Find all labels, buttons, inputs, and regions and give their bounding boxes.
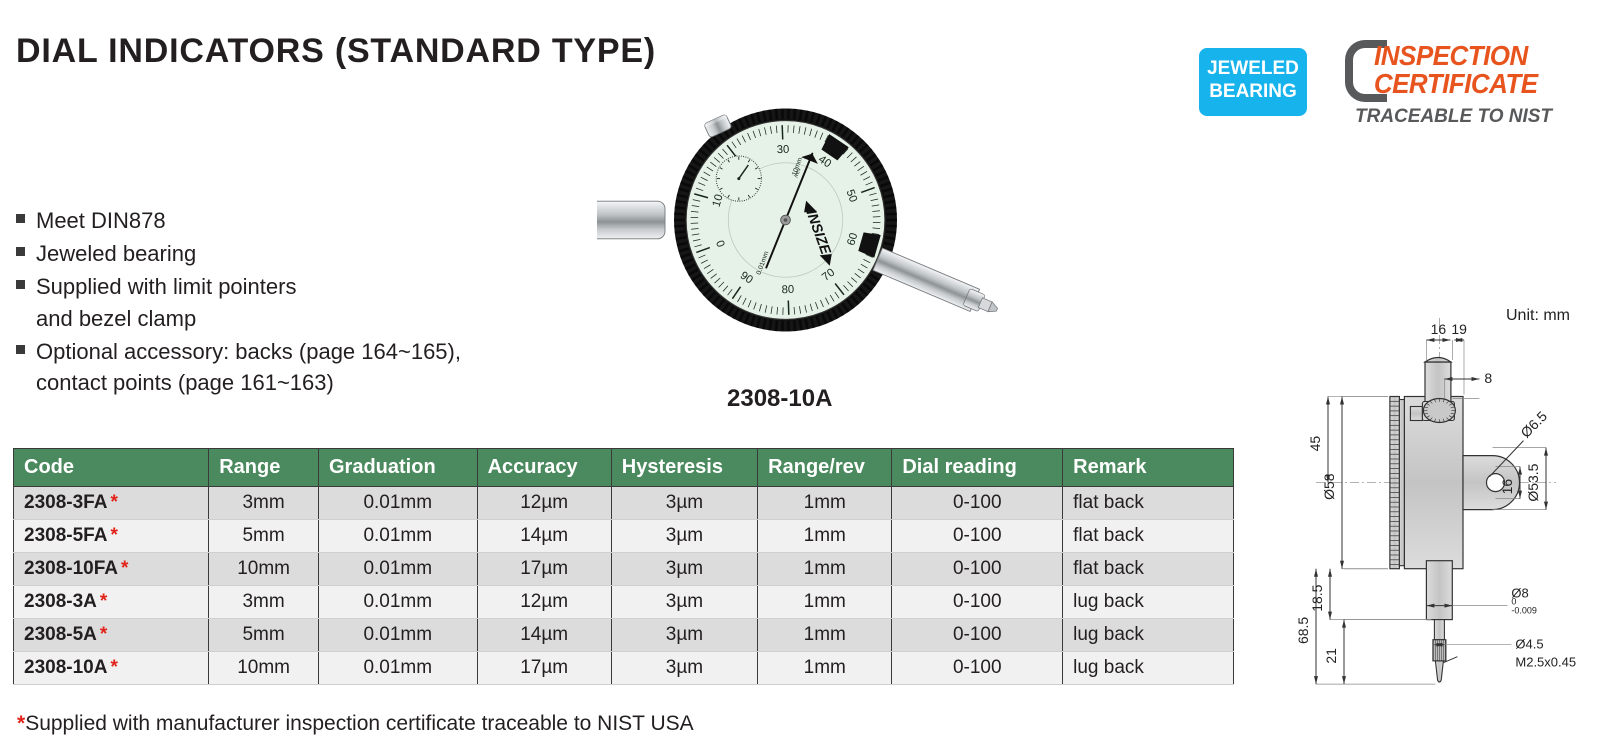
svg-text:-0.009: -0.009 xyxy=(1511,606,1537,616)
svg-text:Unit: mm: Unit: mm xyxy=(1506,307,1570,324)
svg-text:Ø4.5: Ø4.5 xyxy=(1515,637,1543,652)
svg-text:16: 16 xyxy=(1499,479,1515,495)
svg-text:19: 19 xyxy=(1451,321,1467,337)
svg-text:16: 16 xyxy=(1431,321,1447,337)
svg-text:Ø58: Ø58 xyxy=(1321,473,1337,500)
svg-text:21: 21 xyxy=(1323,648,1339,664)
svg-text:45: 45 xyxy=(1307,436,1323,452)
svg-text:M2.5x0.45: M2.5x0.45 xyxy=(1515,655,1576,670)
svg-text:Ø6.5: Ø6.5 xyxy=(1517,408,1550,441)
svg-text:68.5: 68.5 xyxy=(1298,617,1311,644)
svg-text:30: 30 xyxy=(777,144,790,156)
svg-text:80: 80 xyxy=(781,284,794,296)
svg-text:Ø53.5: Ø53.5 xyxy=(1525,463,1541,501)
svg-text:8: 8 xyxy=(1484,370,1492,386)
svg-text:18.5: 18.5 xyxy=(1309,584,1325,611)
